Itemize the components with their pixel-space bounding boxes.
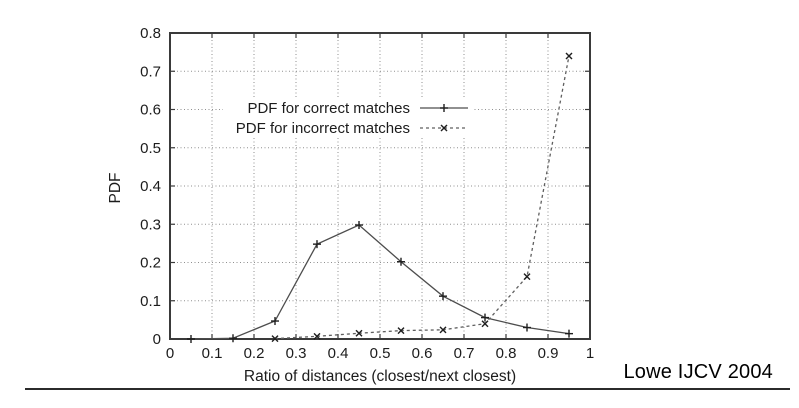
svg-text:1: 1 bbox=[586, 345, 594, 362]
bottom-divider bbox=[25, 388, 790, 390]
svg-text:0.7: 0.7 bbox=[140, 63, 161, 80]
legend-marker-incorrect-matches bbox=[440, 124, 448, 132]
legend-background bbox=[223, 99, 472, 138]
legend-marker-correct-matches bbox=[440, 104, 448, 112]
svg-text:0.7: 0.7 bbox=[454, 345, 475, 362]
legend: PDF for correct matches PDF for incorrect… bbox=[236, 100, 468, 137]
series-correct-matches bbox=[187, 221, 573, 343]
series-incorrect-matches bbox=[271, 52, 573, 343]
svg-text:0.3: 0.3 bbox=[140, 216, 161, 233]
x-tick-labels: 0 0.1 0.2 0.3 0.4 0.5 0.6 0.7 0.8 0.9 1 bbox=[166, 345, 594, 362]
svg-text:0.5: 0.5 bbox=[140, 140, 161, 157]
svg-text:0.2: 0.2 bbox=[244, 345, 265, 362]
svg-text:0.5: 0.5 bbox=[370, 345, 391, 362]
svg-text:0.4: 0.4 bbox=[140, 178, 161, 195]
svg-text:0.8: 0.8 bbox=[496, 345, 517, 362]
incorrect-matches-markers bbox=[271, 52, 573, 343]
gridlines bbox=[170, 33, 590, 339]
svg-text:0.6: 0.6 bbox=[140, 102, 161, 119]
svg-text:0.4: 0.4 bbox=[328, 345, 349, 362]
svg-text:0.3: 0.3 bbox=[286, 345, 307, 362]
svg-text:0.1: 0.1 bbox=[202, 345, 223, 362]
svg-text:0.1: 0.1 bbox=[140, 293, 161, 310]
x-axis-label: Ratio of distances (closest/next closest… bbox=[244, 368, 516, 385]
svg-text:0.9: 0.9 bbox=[538, 345, 559, 362]
y-tick-labels: 0 0.1 0.2 0.3 0.4 0.5 0.6 0.7 0.8 bbox=[140, 25, 161, 348]
svg-text:0: 0 bbox=[166, 345, 174, 362]
svg-text:0.2: 0.2 bbox=[140, 255, 161, 272]
legend-label-correct-matches: PDF for correct matches bbox=[247, 100, 410, 117]
y-axis-label: PDF bbox=[107, 173, 124, 204]
citation-text: Lowe IJCV 2004 bbox=[623, 361, 773, 383]
svg-text:0: 0 bbox=[153, 331, 161, 348]
svg-text:0.6: 0.6 bbox=[412, 345, 433, 362]
correct-matches-markers bbox=[187, 221, 573, 343]
svg-text:0.8: 0.8 bbox=[140, 25, 161, 42]
legend-label-incorrect-matches: PDF for incorrect matches bbox=[236, 120, 410, 137]
